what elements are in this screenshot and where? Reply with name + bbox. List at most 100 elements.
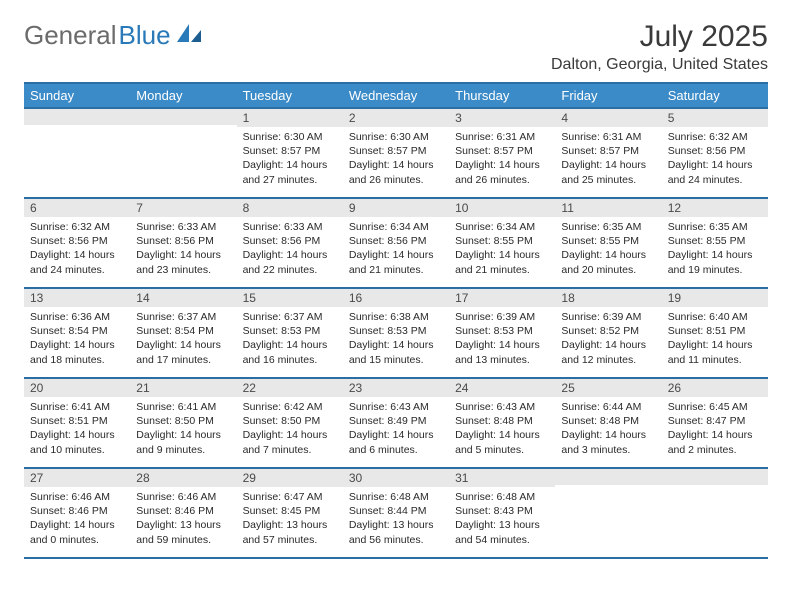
day-number: 11: [555, 199, 661, 217]
day-cell: 3Sunrise: 6:31 AMSunset: 8:57 PMDaylight…: [449, 108, 555, 198]
day-cell: 27Sunrise: 6:46 AMSunset: 8:46 PMDayligh…: [24, 468, 130, 558]
day-cell: [555, 468, 661, 558]
day-number: 8: [237, 199, 343, 217]
sunset-text: Sunset: 8:49 PM: [349, 414, 443, 428]
day-details: Sunrise: 6:46 AMSunset: 8:46 PMDaylight:…: [130, 487, 236, 553]
day-details: Sunrise: 6:35 AMSunset: 8:55 PMDaylight:…: [662, 217, 768, 283]
daylight-text: Daylight: 14 hours and 12 minutes.: [561, 338, 655, 366]
sunset-text: Sunset: 8:56 PM: [136, 234, 230, 248]
day-cell: 14Sunrise: 6:37 AMSunset: 8:54 PMDayligh…: [130, 288, 236, 378]
day-cell: 6Sunrise: 6:32 AMSunset: 8:56 PMDaylight…: [24, 198, 130, 288]
daylight-text: Daylight: 14 hours and 21 minutes.: [455, 248, 549, 276]
sunrise-text: Sunrise: 6:41 AM: [30, 400, 124, 414]
sunset-text: Sunset: 8:45 PM: [243, 504, 337, 518]
sunrise-text: Sunrise: 6:31 AM: [455, 130, 549, 144]
day-cell: 19Sunrise: 6:40 AMSunset: 8:51 PMDayligh…: [662, 288, 768, 378]
day-details: Sunrise: 6:40 AMSunset: 8:51 PMDaylight:…: [662, 307, 768, 373]
sunrise-text: Sunrise: 6:32 AM: [668, 130, 762, 144]
daylight-text: Daylight: 14 hours and 25 minutes.: [561, 158, 655, 186]
day-cell: 9Sunrise: 6:34 AMSunset: 8:56 PMDaylight…: [343, 198, 449, 288]
day-cell: 10Sunrise: 6:34 AMSunset: 8:55 PMDayligh…: [449, 198, 555, 288]
week-row: 1Sunrise: 6:30 AMSunset: 8:57 PMDaylight…: [24, 108, 768, 198]
sunset-text: Sunset: 8:57 PM: [243, 144, 337, 158]
sunrise-text: Sunrise: 6:40 AM: [668, 310, 762, 324]
daylight-text: Daylight: 14 hours and 17 minutes.: [136, 338, 230, 366]
day-cell: 11Sunrise: 6:35 AMSunset: 8:55 PMDayligh…: [555, 198, 661, 288]
sunset-text: Sunset: 8:51 PM: [668, 324, 762, 338]
daylight-text: Daylight: 14 hours and 0 minutes.: [30, 518, 124, 546]
day-number: 19: [662, 289, 768, 307]
sunrise-text: Sunrise: 6:34 AM: [349, 220, 443, 234]
daylight-text: Daylight: 14 hours and 20 minutes.: [561, 248, 655, 276]
day-cell: 28Sunrise: 6:46 AMSunset: 8:46 PMDayligh…: [130, 468, 236, 558]
sunset-text: Sunset: 8:53 PM: [243, 324, 337, 338]
day-cell: 30Sunrise: 6:48 AMSunset: 8:44 PMDayligh…: [343, 468, 449, 558]
sunset-text: Sunset: 8:56 PM: [243, 234, 337, 248]
day-details: Sunrise: 6:48 AMSunset: 8:43 PMDaylight:…: [449, 487, 555, 553]
day-number: 4: [555, 109, 661, 127]
daylight-text: Daylight: 14 hours and 18 minutes.: [30, 338, 124, 366]
day-header-row: Sunday Monday Tuesday Wednesday Thursday…: [24, 83, 768, 108]
day-cell: 17Sunrise: 6:39 AMSunset: 8:53 PMDayligh…: [449, 288, 555, 378]
sunset-text: Sunset: 8:50 PM: [243, 414, 337, 428]
sunset-text: Sunset: 8:56 PM: [349, 234, 443, 248]
day-details: Sunrise: 6:47 AMSunset: 8:45 PMDaylight:…: [237, 487, 343, 553]
day-details: Sunrise: 6:43 AMSunset: 8:49 PMDaylight:…: [343, 397, 449, 463]
sunrise-text: Sunrise: 6:31 AM: [561, 130, 655, 144]
sunrise-text: Sunrise: 6:30 AM: [243, 130, 337, 144]
day-number: 23: [343, 379, 449, 397]
day-cell: 26Sunrise: 6:45 AMSunset: 8:47 PMDayligh…: [662, 378, 768, 468]
daylight-text: Daylight: 14 hours and 22 minutes.: [243, 248, 337, 276]
sunrise-text: Sunrise: 6:47 AM: [243, 490, 337, 504]
daylight-text: Daylight: 14 hours and 9 minutes.: [136, 428, 230, 456]
day-details: Sunrise: 6:41 AMSunset: 8:50 PMDaylight:…: [130, 397, 236, 463]
sunset-text: Sunset: 8:47 PM: [668, 414, 762, 428]
day-header: Wednesday: [343, 83, 449, 108]
sunrise-text: Sunrise: 6:46 AM: [30, 490, 124, 504]
day-cell: 22Sunrise: 6:42 AMSunset: 8:50 PMDayligh…: [237, 378, 343, 468]
sunset-text: Sunset: 8:51 PM: [30, 414, 124, 428]
sunrise-text: Sunrise: 6:43 AM: [455, 400, 549, 414]
day-number: [555, 469, 661, 485]
week-row: 13Sunrise: 6:36 AMSunset: 8:54 PMDayligh…: [24, 288, 768, 378]
daylight-text: Daylight: 14 hours and 24 minutes.: [668, 158, 762, 186]
sunset-text: Sunset: 8:46 PM: [136, 504, 230, 518]
sunrise-text: Sunrise: 6:36 AM: [30, 310, 124, 324]
day-cell: 29Sunrise: 6:47 AMSunset: 8:45 PMDayligh…: [237, 468, 343, 558]
day-number: [24, 109, 130, 125]
day-details: Sunrise: 6:33 AMSunset: 8:56 PMDaylight:…: [237, 217, 343, 283]
sunrise-text: Sunrise: 6:45 AM: [668, 400, 762, 414]
sunrise-text: Sunrise: 6:39 AM: [561, 310, 655, 324]
day-details: Sunrise: 6:33 AMSunset: 8:56 PMDaylight:…: [130, 217, 236, 283]
day-cell: 21Sunrise: 6:41 AMSunset: 8:50 PMDayligh…: [130, 378, 236, 468]
day-number: 17: [449, 289, 555, 307]
location: Dalton, Georgia, United States: [551, 56, 768, 74]
day-number: 12: [662, 199, 768, 217]
day-details: Sunrise: 6:41 AMSunset: 8:51 PMDaylight:…: [24, 397, 130, 463]
day-details: Sunrise: 6:31 AMSunset: 8:57 PMDaylight:…: [449, 127, 555, 193]
day-cell: 7Sunrise: 6:33 AMSunset: 8:56 PMDaylight…: [130, 198, 236, 288]
month-title: July 2025: [551, 20, 768, 54]
daylight-text: Daylight: 14 hours and 23 minutes.: [136, 248, 230, 276]
header: GeneralBlue July 2025 Dalton, Georgia, U…: [24, 20, 768, 74]
day-number: 30: [343, 469, 449, 487]
sunrise-text: Sunrise: 6:42 AM: [243, 400, 337, 414]
day-details: Sunrise: 6:31 AMSunset: 8:57 PMDaylight:…: [555, 127, 661, 193]
day-header: Thursday: [449, 83, 555, 108]
daylight-text: Daylight: 13 hours and 54 minutes.: [455, 518, 549, 546]
day-header: Tuesday: [237, 83, 343, 108]
sunset-text: Sunset: 8:56 PM: [668, 144, 762, 158]
day-number: 26: [662, 379, 768, 397]
day-cell: 31Sunrise: 6:48 AMSunset: 8:43 PMDayligh…: [449, 468, 555, 558]
day-details: Sunrise: 6:38 AMSunset: 8:53 PMDaylight:…: [343, 307, 449, 373]
sunrise-text: Sunrise: 6:48 AM: [455, 490, 549, 504]
day-number: 2: [343, 109, 449, 127]
sunrise-text: Sunrise: 6:44 AM: [561, 400, 655, 414]
sunset-text: Sunset: 8:52 PM: [561, 324, 655, 338]
day-number: 25: [555, 379, 661, 397]
sunrise-text: Sunrise: 6:35 AM: [668, 220, 762, 234]
sunrise-text: Sunrise: 6:39 AM: [455, 310, 549, 324]
day-cell: 8Sunrise: 6:33 AMSunset: 8:56 PMDaylight…: [237, 198, 343, 288]
day-details: Sunrise: 6:32 AMSunset: 8:56 PMDaylight:…: [24, 217, 130, 283]
day-cell: 18Sunrise: 6:39 AMSunset: 8:52 PMDayligh…: [555, 288, 661, 378]
